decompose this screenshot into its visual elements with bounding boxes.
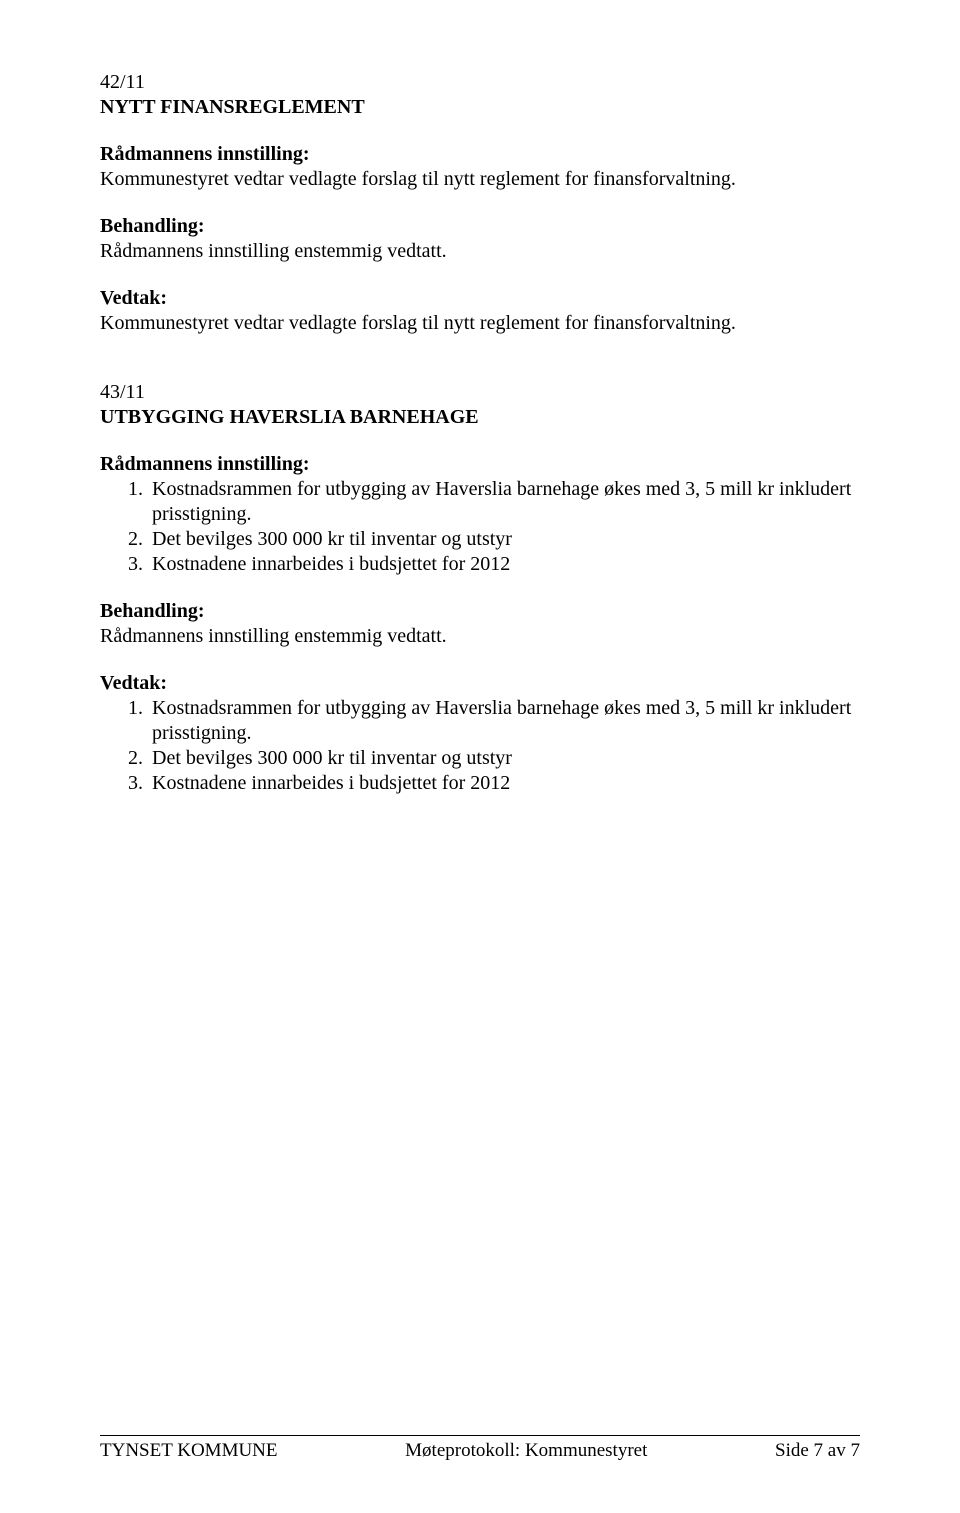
footer-row: TYNSET KOMMUNE Møteprotokoll: Kommunesty… (100, 1440, 860, 1463)
behandling-label: Behandling: (100, 214, 860, 239)
behandling-text: Rådmannens innstilling enstemmig vedtatt… (100, 624, 860, 649)
radmannens-text: Kommunestyret vedtar vedlagte forslag ti… (100, 167, 860, 192)
case-title: NYTT FINANSREGLEMENT (100, 95, 860, 120)
page-footer: TYNSET KOMMUNE Møteprotokoll: Kommunesty… (100, 1435, 860, 1463)
behandling-label: Behandling: (100, 599, 860, 624)
list-text: Det bevilges 300 000 kr til inventar og … (152, 746, 860, 771)
list-item: 3. Kostnadene innarbeides i budsjettet f… (128, 552, 860, 577)
list-text: Kostnadene innarbeides i budsjettet for … (152, 552, 860, 577)
list-number: 1. (128, 477, 152, 527)
list-number: 2. (128, 746, 152, 771)
radmannens-label: Rådmannens innstilling: (100, 142, 860, 167)
behandling-42: Behandling: Rådmannens innstilling enste… (100, 214, 860, 264)
case-number: 43/11 (100, 380, 860, 405)
list-number: 3. (128, 771, 152, 796)
list-text: Kostnadene innarbeides i budsjettet for … (152, 771, 860, 796)
case-number: 42/11 (100, 70, 860, 95)
list-item: 1. Kostnadsrammen for utbygging av Haver… (128, 477, 860, 527)
footer-rule (100, 1435, 860, 1436)
footer-left: TYNSET KOMMUNE (100, 1440, 278, 1463)
case-title: UTBYGGING HAVERSLIA BARNEHAGE (100, 405, 860, 430)
case-42-11: 42/11 NYTT FINANSREGLEMENT (100, 70, 860, 120)
vedtak-43: Vedtak: 1. Kostnadsrammen for utbygging … (100, 671, 860, 796)
list-item: 3. Kostnadene innarbeides i budsjettet f… (128, 771, 860, 796)
list-number: 2. (128, 527, 152, 552)
radmannens-innstilling-42: Rådmannens innstilling: Kommunestyret ve… (100, 142, 860, 192)
radmannens-list: 1. Kostnadsrammen for utbygging av Haver… (100, 477, 860, 577)
case-43-11: 43/11 UTBYGGING HAVERSLIA BARNEHAGE (100, 380, 860, 430)
vedtak-list: 1. Kostnadsrammen for utbygging av Haver… (100, 696, 860, 796)
behandling-43: Behandling: Rådmannens innstilling enste… (100, 599, 860, 649)
vedtak-text: Kommunestyret vedtar vedlagte forslag ti… (100, 311, 860, 336)
list-text: Kostnadsrammen for utbygging av Haversli… (152, 696, 860, 746)
radmannens-label: Rådmannens innstilling: (100, 452, 860, 477)
footer-center: Møteprotokoll: Kommunestyret (405, 1440, 647, 1463)
footer-right: Side 7 av 7 (775, 1440, 860, 1463)
list-text: Det bevilges 300 000 kr til inventar og … (152, 527, 860, 552)
list-number: 3. (128, 552, 152, 577)
vedtak-label: Vedtak: (100, 286, 860, 311)
list-number: 1. (128, 696, 152, 746)
list-item: 2. Det bevilges 300 000 kr til inventar … (128, 746, 860, 771)
list-item: 2. Det bevilges 300 000 kr til inventar … (128, 527, 860, 552)
radmannens-innstilling-43: Rådmannens innstilling: 1. Kostnadsramme… (100, 452, 860, 577)
section-gap (100, 358, 860, 380)
vedtak-42: Vedtak: Kommunestyret vedtar vedlagte fo… (100, 286, 860, 336)
list-item: 1. Kostnadsrammen for utbygging av Haver… (128, 696, 860, 746)
list-text: Kostnadsrammen for utbygging av Haversli… (152, 477, 860, 527)
vedtak-label: Vedtak: (100, 671, 860, 696)
behandling-text: Rådmannens innstilling enstemmig vedtatt… (100, 239, 860, 264)
